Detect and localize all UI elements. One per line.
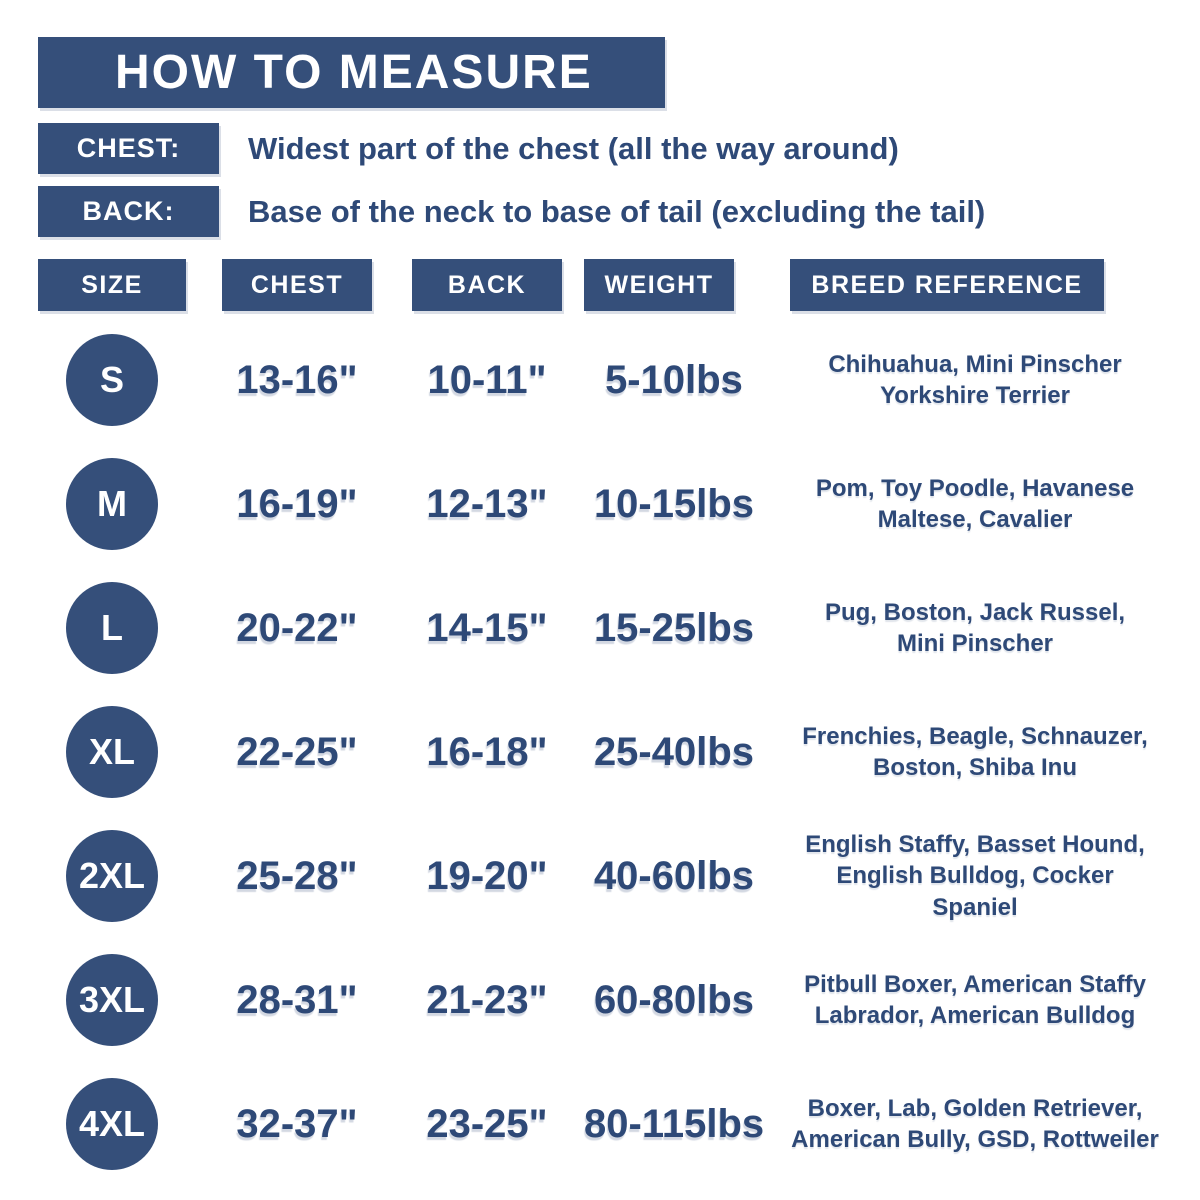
size-badge: L [66,582,158,674]
breed-reference-text: Pitbull Boxer, American Staffy Labrador,… [804,970,1146,1029]
breed-reference-text: Chihuahua, Mini Pinscher Yorkshire Terri… [828,350,1122,409]
back-label-box: BACK: [38,186,219,237]
chest-label-box: CHEST: [38,123,219,174]
title-bar: HOW TO MEASURE [38,37,665,108]
size-badge: M [66,458,158,550]
chest-value: 25-28" [236,853,358,898]
breed-reference-text: Pug, Boston, Jack Russel, Mini Pinscher [824,598,1126,657]
chest-value: 13-16" [236,357,358,402]
size-badge-label: 4XL [78,1103,146,1144]
back-value: 12-13" [426,481,548,526]
back-value: 14-15" [426,605,548,650]
size-badge-label: L [101,607,123,648]
breed-reference-text: Boxer, Lab, Golden Retriever, American B… [791,1094,1159,1153]
weight-value: 10-15lbs [593,481,755,526]
back-value: 23-25" [426,1101,548,1146]
back-value: 10-11" [427,357,547,402]
table-row: 3XL 28-31" 21-23" 60-80lbs Pitbull Boxer… [38,938,1200,1062]
table-row: L 20-22" 14-15" 15-25lbs Pug, Boston, Ja… [38,566,1200,690]
size-badge-label: M [97,483,127,524]
size-badge-label: 3XL [78,979,146,1020]
measure-guide-chest: CHEST: Widest part of the chest (all the… [38,123,1160,174]
table-row: XL 22-25" 16-18" 25-40lbs Frenchies, Bea… [38,690,1200,814]
back-label: BACK: [82,196,175,226]
table-row: 2XL 25-28" 19-20" 40-60lbs English Staff… [38,814,1200,938]
chest-value: 20-22" [236,605,358,650]
size-badge-label: S [99,359,124,400]
back-value: 19-20" [426,853,548,898]
weight-value: 5-10lbs [605,357,743,402]
column-header-size: SIZE [38,259,186,311]
size-badge: S [66,334,158,426]
size-badge-label: XL [88,731,135,772]
back-value: 21-23" [426,977,548,1022]
back-value: 16-18" [426,729,548,774]
page-title: HOW TO MEASURE [115,46,593,99]
weight-value: 60-80lbs [593,977,755,1022]
table-row: M 16-19" 12-13" 10-15lbs Pom, Toy Poodle… [38,442,1200,566]
measure-guide-back: BACK: Base of the neck to base of tail (… [38,186,1160,237]
column-header-breed-reference: BREED REFERENCE [790,259,1104,311]
chest-value: 16-19" [236,481,358,526]
size-badge-label: 2XL [78,855,146,896]
column-header-back: BACK [412,259,562,311]
table-header-row: SIZE CHEST BACK WEIGHT BREED REFERENCE [38,259,1160,311]
weight-value: 25-40lbs [593,729,755,774]
back-description: Base of the neck to base of tail (exclud… [248,193,986,229]
column-header-weight: WEIGHT [584,259,734,311]
column-header-chest: CHEST [222,259,372,311]
table-row: 4XL 32-37" 23-25" 80-115lbs Boxer, Lab, … [38,1062,1200,1186]
weight-value: 15-25lbs [593,605,755,650]
size-badge: XL [66,706,158,798]
table-body: S 13-16" 10-11" 5-10lbs Chihuahua, Mini … [0,318,1200,1186]
table-row: S 13-16" 10-11" 5-10lbs Chihuahua, Mini … [38,318,1200,442]
chest-value: 32-37" [236,1101,358,1146]
weight-value: 40-60lbs [593,853,755,898]
chest-value: 28-31" [236,977,358,1022]
chest-description: Widest part of the chest (all the way ar… [248,130,899,166]
chest-value: 22-25" [236,729,358,774]
size-badge: 2XL [66,830,158,922]
weight-value: 80-115lbs [584,1101,765,1146]
breed-reference-text: Pom, Toy Poodle, Havanese Maltese, Caval… [815,474,1135,533]
chest-label: CHEST: [76,133,181,163]
breed-reference-text: English Staffy, Basset Hound, English Bu… [805,831,1145,921]
size-badge: 3XL [66,954,158,1046]
breed-reference-text: Frenchies, Beagle, Schnauzer, Boston, Sh… [802,722,1148,781]
size-badge: 4XL [66,1078,158,1170]
